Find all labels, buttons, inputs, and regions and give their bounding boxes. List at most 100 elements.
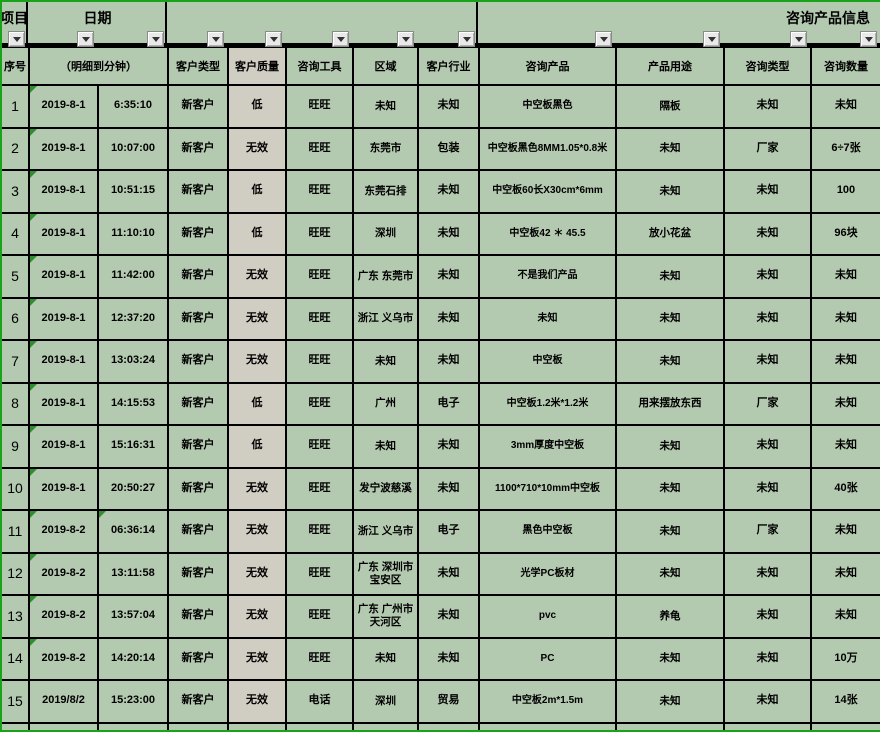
cell-region[interactable]: 广东 东莞市 xyxy=(352,254,419,299)
cell-industry[interactable]: 未知 xyxy=(417,594,480,639)
cell-tool[interactable]: 旺旺 xyxy=(285,509,354,554)
column-header-区域[interactable]: 区域 xyxy=(352,46,419,86)
cell-tool[interactable]: 旺旺 xyxy=(285,381,354,426)
cell-time[interactable]: 13:57:04 xyxy=(97,594,169,639)
cell-type[interactable]: 未知 xyxy=(723,169,812,214)
cell-quantity[interactable]: 未知 xyxy=(810,381,880,426)
cell-time[interactable]: 14:20:14 xyxy=(97,636,169,681)
cell-region[interactable]: 广东 深圳市宝安区 xyxy=(352,551,419,596)
cell-tool[interactable]: 旺旺 xyxy=(285,296,354,341)
cell-product[interactable]: 3mm厚度中空板 xyxy=(478,424,617,469)
cell-index[interactable]: 7 xyxy=(0,339,30,384)
filter-dropdown-button[interactable] xyxy=(703,31,720,47)
cell-quality[interactable]: 无效 xyxy=(227,594,287,639)
cell-quantity[interactable]: 未知 xyxy=(810,509,880,554)
cell-index[interactable]: 8 xyxy=(0,381,30,426)
cell-quality[interactable]: 低 xyxy=(227,169,287,214)
filter-dropdown-button[interactable] xyxy=(207,31,224,47)
cell-quantity[interactable]: 10万 xyxy=(810,636,880,681)
cell-empty[interactable] xyxy=(352,721,419,732)
cell-type[interactable]: 厂家 xyxy=(723,126,812,171)
cell-customer_type[interactable]: 新客户 xyxy=(167,636,229,681)
filter-dropdown-button[interactable] xyxy=(860,31,877,47)
cell-product[interactable]: 中空板42 ＊ 45.5 xyxy=(478,211,617,256)
cell-type[interactable]: 未知 xyxy=(723,551,812,596)
cell-region[interactable]: 东莞市 xyxy=(352,126,419,171)
cell-usage[interactable]: 未知 xyxy=(615,636,725,681)
cell-tool[interactable]: 电话 xyxy=(285,679,354,724)
cell-customer_type[interactable]: 新客户 xyxy=(167,381,229,426)
cell-industry[interactable]: 未知 xyxy=(417,339,480,384)
cell-quality[interactable]: 无效 xyxy=(227,126,287,171)
cell-index[interactable]: 14 xyxy=(0,636,30,681)
filter-dropdown-button[interactable] xyxy=(265,31,282,47)
cell-tool[interactable]: 旺旺 xyxy=(285,339,354,384)
cell-date[interactable]: 2019-8-1 xyxy=(28,84,99,129)
cell-time[interactable]: 15:16:31 xyxy=(97,424,169,469)
cell-customer_type[interactable]: 新客户 xyxy=(167,254,229,299)
cell-empty[interactable] xyxy=(227,721,287,732)
cell-industry[interactable]: 贸易 xyxy=(417,679,480,724)
cell-customer_type[interactable]: 新客户 xyxy=(167,211,229,256)
cell-date[interactable]: 2019-8-2 xyxy=(28,636,99,681)
cell-quantity[interactable]: 100 xyxy=(810,169,880,214)
cell-index[interactable]: 11 xyxy=(0,509,30,554)
cell-usage[interactable]: 未知 xyxy=(615,679,725,724)
cell-customer_type[interactable]: 新客户 xyxy=(167,594,229,639)
cell-usage[interactable]: 未知 xyxy=(615,296,725,341)
cell-product[interactable]: 1100*710*10mm中空板 xyxy=(478,466,617,511)
cell-time[interactable]: 11:10:10 xyxy=(97,211,169,256)
cell-customer_type[interactable]: 新客户 xyxy=(167,466,229,511)
cell-product[interactable]: pvc xyxy=(478,594,617,639)
cell-tool[interactable]: 旺旺 xyxy=(285,636,354,681)
cell-product[interactable]: 光学PC板材 xyxy=(478,551,617,596)
cell-region[interactable]: 浙江 义乌市 xyxy=(352,509,419,554)
cell-date[interactable]: 2019-8-1 xyxy=(28,466,99,511)
cell-quality[interactable]: 低 xyxy=(227,84,287,129)
cell-date[interactable]: 2019-8-1 xyxy=(28,339,99,384)
cell-index[interactable]: 13 xyxy=(0,594,30,639)
cell-date[interactable]: 2019/8/2 xyxy=(28,679,99,724)
cell-quality[interactable]: 无效 xyxy=(227,509,287,554)
cell-tool[interactable]: 旺旺 xyxy=(285,594,354,639)
cell-quantity[interactable]: 96块 xyxy=(810,211,880,256)
cell-time[interactable]: 15:23:00 xyxy=(97,679,169,724)
cell-empty[interactable] xyxy=(417,721,480,732)
cell-quantity[interactable]: 未知 xyxy=(810,296,880,341)
cell-quality[interactable]: 低 xyxy=(227,424,287,469)
cell-empty[interactable] xyxy=(28,721,99,732)
cell-customer_type[interactable]: 新客户 xyxy=(167,551,229,596)
cell-region[interactable]: 广东 广州市天河区 xyxy=(352,594,419,639)
cell-tool[interactable]: 旺旺 xyxy=(285,169,354,214)
filter-dropdown-button[interactable] xyxy=(458,31,475,47)
cell-region[interactable]: 深圳 xyxy=(352,211,419,256)
cell-quality[interactable]: 无效 xyxy=(227,679,287,724)
cell-region[interactable]: 浙江 义乌市 xyxy=(352,296,419,341)
cell-quantity[interactable]: 未知 xyxy=(810,84,880,129)
cell-tool[interactable]: 旺旺 xyxy=(285,466,354,511)
cell-customer_type[interactable]: 新客户 xyxy=(167,296,229,341)
cell-quality[interactable]: 无效 xyxy=(227,254,287,299)
cell-customer_type[interactable]: 新客户 xyxy=(167,509,229,554)
cell-tool[interactable]: 旺旺 xyxy=(285,551,354,596)
filter-dropdown-button[interactable] xyxy=(147,31,164,47)
cell-region[interactable]: 未知 xyxy=(352,84,419,129)
cell-index[interactable]: 5 xyxy=(0,254,30,299)
cell-customer_type[interactable]: 新客户 xyxy=(167,339,229,384)
cell-usage[interactable]: 未知 xyxy=(615,466,725,511)
cell-industry[interactable]: 包装 xyxy=(417,126,480,171)
cell-type[interactable]: 未知 xyxy=(723,84,812,129)
cell-industry[interactable]: 未知 xyxy=(417,551,480,596)
column-header-（明细到分钟）[interactable]: （明细到分钟） xyxy=(28,46,169,86)
cell-index[interactable]: 15 xyxy=(0,679,30,724)
cell-index[interactable]: 6 xyxy=(0,296,30,341)
cell-tool[interactable]: 旺旺 xyxy=(285,126,354,171)
cell-type[interactable]: 未知 xyxy=(723,679,812,724)
cell-type[interactable]: 未知 xyxy=(723,636,812,681)
cell-product[interactable]: 中空板2m*1.5m xyxy=(478,679,617,724)
cell-time[interactable]: 20:50:27 xyxy=(97,466,169,511)
cell-quality[interactable]: 无效 xyxy=(227,339,287,384)
cell-product[interactable]: 黑色中空板 xyxy=(478,509,617,554)
cell-product[interactable]: 不是我们产品 xyxy=(478,254,617,299)
cell-empty[interactable] xyxy=(167,721,229,732)
